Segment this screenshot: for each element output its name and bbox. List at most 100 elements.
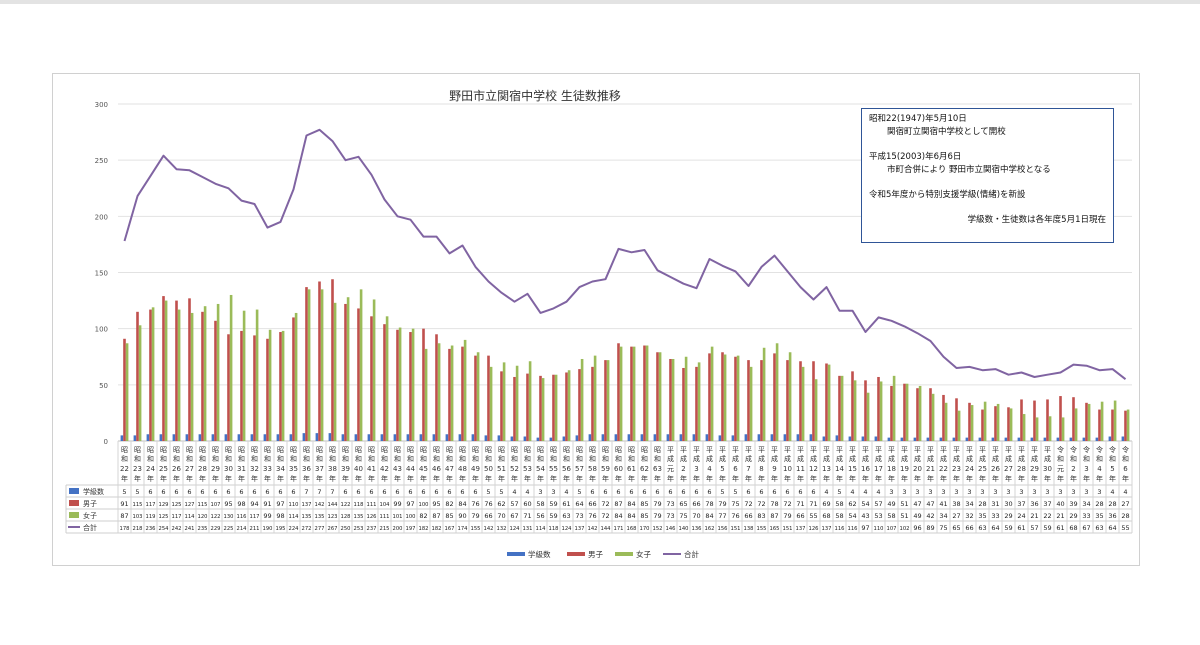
bar-学級数-56 xyxy=(848,436,852,441)
table-cell: 47 xyxy=(926,500,934,508)
category-era-label: 昭 xyxy=(576,446,583,454)
bar-男子-32 xyxy=(539,375,542,441)
bar-女子-51 xyxy=(788,352,792,441)
category-year-label: 56 xyxy=(562,465,571,473)
table-cell: 97 xyxy=(276,500,284,508)
bar-男子-1 xyxy=(136,311,139,441)
table-cell: 61 xyxy=(1017,524,1025,532)
category-unit-label: 年 xyxy=(459,474,466,483)
table-cell: 241 xyxy=(185,526,195,532)
bar-学級数-4 xyxy=(172,434,176,441)
bar-女子-63 xyxy=(944,402,948,441)
bar-学級数-65 xyxy=(965,437,969,441)
bar-男子-3 xyxy=(162,296,165,441)
bar-男子-57 xyxy=(864,380,867,441)
bar-女子-58 xyxy=(879,381,883,441)
category-year-label: 57 xyxy=(575,465,584,473)
bar-学級数-60 xyxy=(900,437,904,441)
bar-男子-13 xyxy=(292,317,295,441)
category-era-label: 和 xyxy=(550,454,557,463)
category-era-label: 平 xyxy=(914,446,921,454)
table-cell: 59 xyxy=(549,500,557,508)
category-year-label: 62 xyxy=(640,465,649,473)
line-合計 xyxy=(123,128,1127,380)
table-cell: 277 xyxy=(315,526,325,532)
table-cell: 6 xyxy=(759,488,763,496)
bar-学級数-11 xyxy=(263,434,267,441)
category-era-label: 昭 xyxy=(498,446,505,454)
category-unit-label: 年 xyxy=(1083,474,1090,483)
table-cell: 87 xyxy=(432,512,440,520)
table-cell: 225 xyxy=(224,526,234,532)
table-cell: 28 xyxy=(1095,500,1103,508)
table-cell: 127 xyxy=(185,502,195,508)
category-unit-label: 年 xyxy=(927,474,934,483)
table-cell: 63 xyxy=(1095,524,1103,532)
category-era-label: 和 xyxy=(342,454,349,463)
table-cell: 5 xyxy=(720,488,724,496)
bar-学級数-37 xyxy=(601,434,605,441)
table-cell: 138 xyxy=(744,526,754,532)
annotation-line-1: 昭和22(1947)年5月10日 xyxy=(869,114,967,124)
category-year-label: 54 xyxy=(536,465,545,473)
table-cell: 99 xyxy=(393,500,401,508)
category-unit-label: 年 xyxy=(511,474,518,483)
category-unit-label: 年 xyxy=(472,474,479,483)
table-cell: 107 xyxy=(211,502,221,508)
table-cell: 5 xyxy=(837,488,841,496)
category-era-label: 和 xyxy=(628,454,635,463)
bar-女子-49 xyxy=(762,347,766,441)
category-year-label: 44 xyxy=(406,465,415,473)
category-era-label: 平 xyxy=(1005,446,1012,454)
category-era-label: 和 xyxy=(407,454,414,463)
y-tick-label: 200 xyxy=(95,213,108,221)
category-era-label: 昭 xyxy=(342,446,349,454)
table-cell: 79 xyxy=(783,512,791,520)
table-cell: 6 xyxy=(200,488,204,496)
table-cell: 35 xyxy=(1095,512,1103,520)
category-unit-label: 年 xyxy=(1031,474,1038,483)
bar-男子-0 xyxy=(123,338,126,441)
bar-学級数-32 xyxy=(536,437,540,441)
bar-女子-36 xyxy=(593,355,597,441)
table-cell: 4 xyxy=(863,488,867,496)
category-year-label: 35 xyxy=(289,465,298,473)
category-era-label: 和 xyxy=(615,454,622,463)
table-cell: 66 xyxy=(796,512,804,520)
category-era-label: 平 xyxy=(1044,446,1051,454)
y-tick-label: 100 xyxy=(95,326,108,334)
y-tick-label: 50 xyxy=(99,382,108,390)
category-year-label: 13 xyxy=(822,465,831,473)
bar-女子-0 xyxy=(125,343,129,441)
bar-学級数-54 xyxy=(822,436,826,441)
category-unit-label: 年 xyxy=(719,474,726,483)
category-year-label: 29 xyxy=(1030,465,1039,473)
bar-学級数-43 xyxy=(679,434,683,441)
category-unit-label: 年 xyxy=(953,474,960,483)
bar-女子-20 xyxy=(385,316,389,441)
bar-男子-53 xyxy=(812,361,815,441)
table-cell: 85 xyxy=(445,512,453,520)
category-era-label: 和 xyxy=(238,454,245,463)
table-cell: 66 xyxy=(692,500,700,508)
category-unit-label: 年 xyxy=(589,474,596,483)
bar-男子-60 xyxy=(903,383,906,441)
table-cell: 61 xyxy=(562,500,570,508)
bar-男子-69 xyxy=(1020,399,1023,441)
table-cell: 79 xyxy=(718,500,726,508)
table-cell: 103 xyxy=(133,514,143,520)
category-era-label: 昭 xyxy=(394,446,401,454)
category-year-label: 59 xyxy=(601,465,610,473)
table-cell: 3 xyxy=(1019,488,1023,496)
category-year-label: 3 xyxy=(694,465,698,473)
table-cell: 27 xyxy=(952,512,960,520)
bar-学級数-27 xyxy=(471,434,475,441)
category-year-label: 6 xyxy=(733,465,738,473)
table-cell: 62 xyxy=(848,500,856,508)
table-cell: 5 xyxy=(577,488,581,496)
table-cell: 114 xyxy=(289,514,300,520)
table-cell: 71 xyxy=(796,500,804,508)
bar-学級数-13 xyxy=(289,434,293,441)
table-cell: 128 xyxy=(341,514,351,520)
bar-学級数-25 xyxy=(445,434,449,441)
